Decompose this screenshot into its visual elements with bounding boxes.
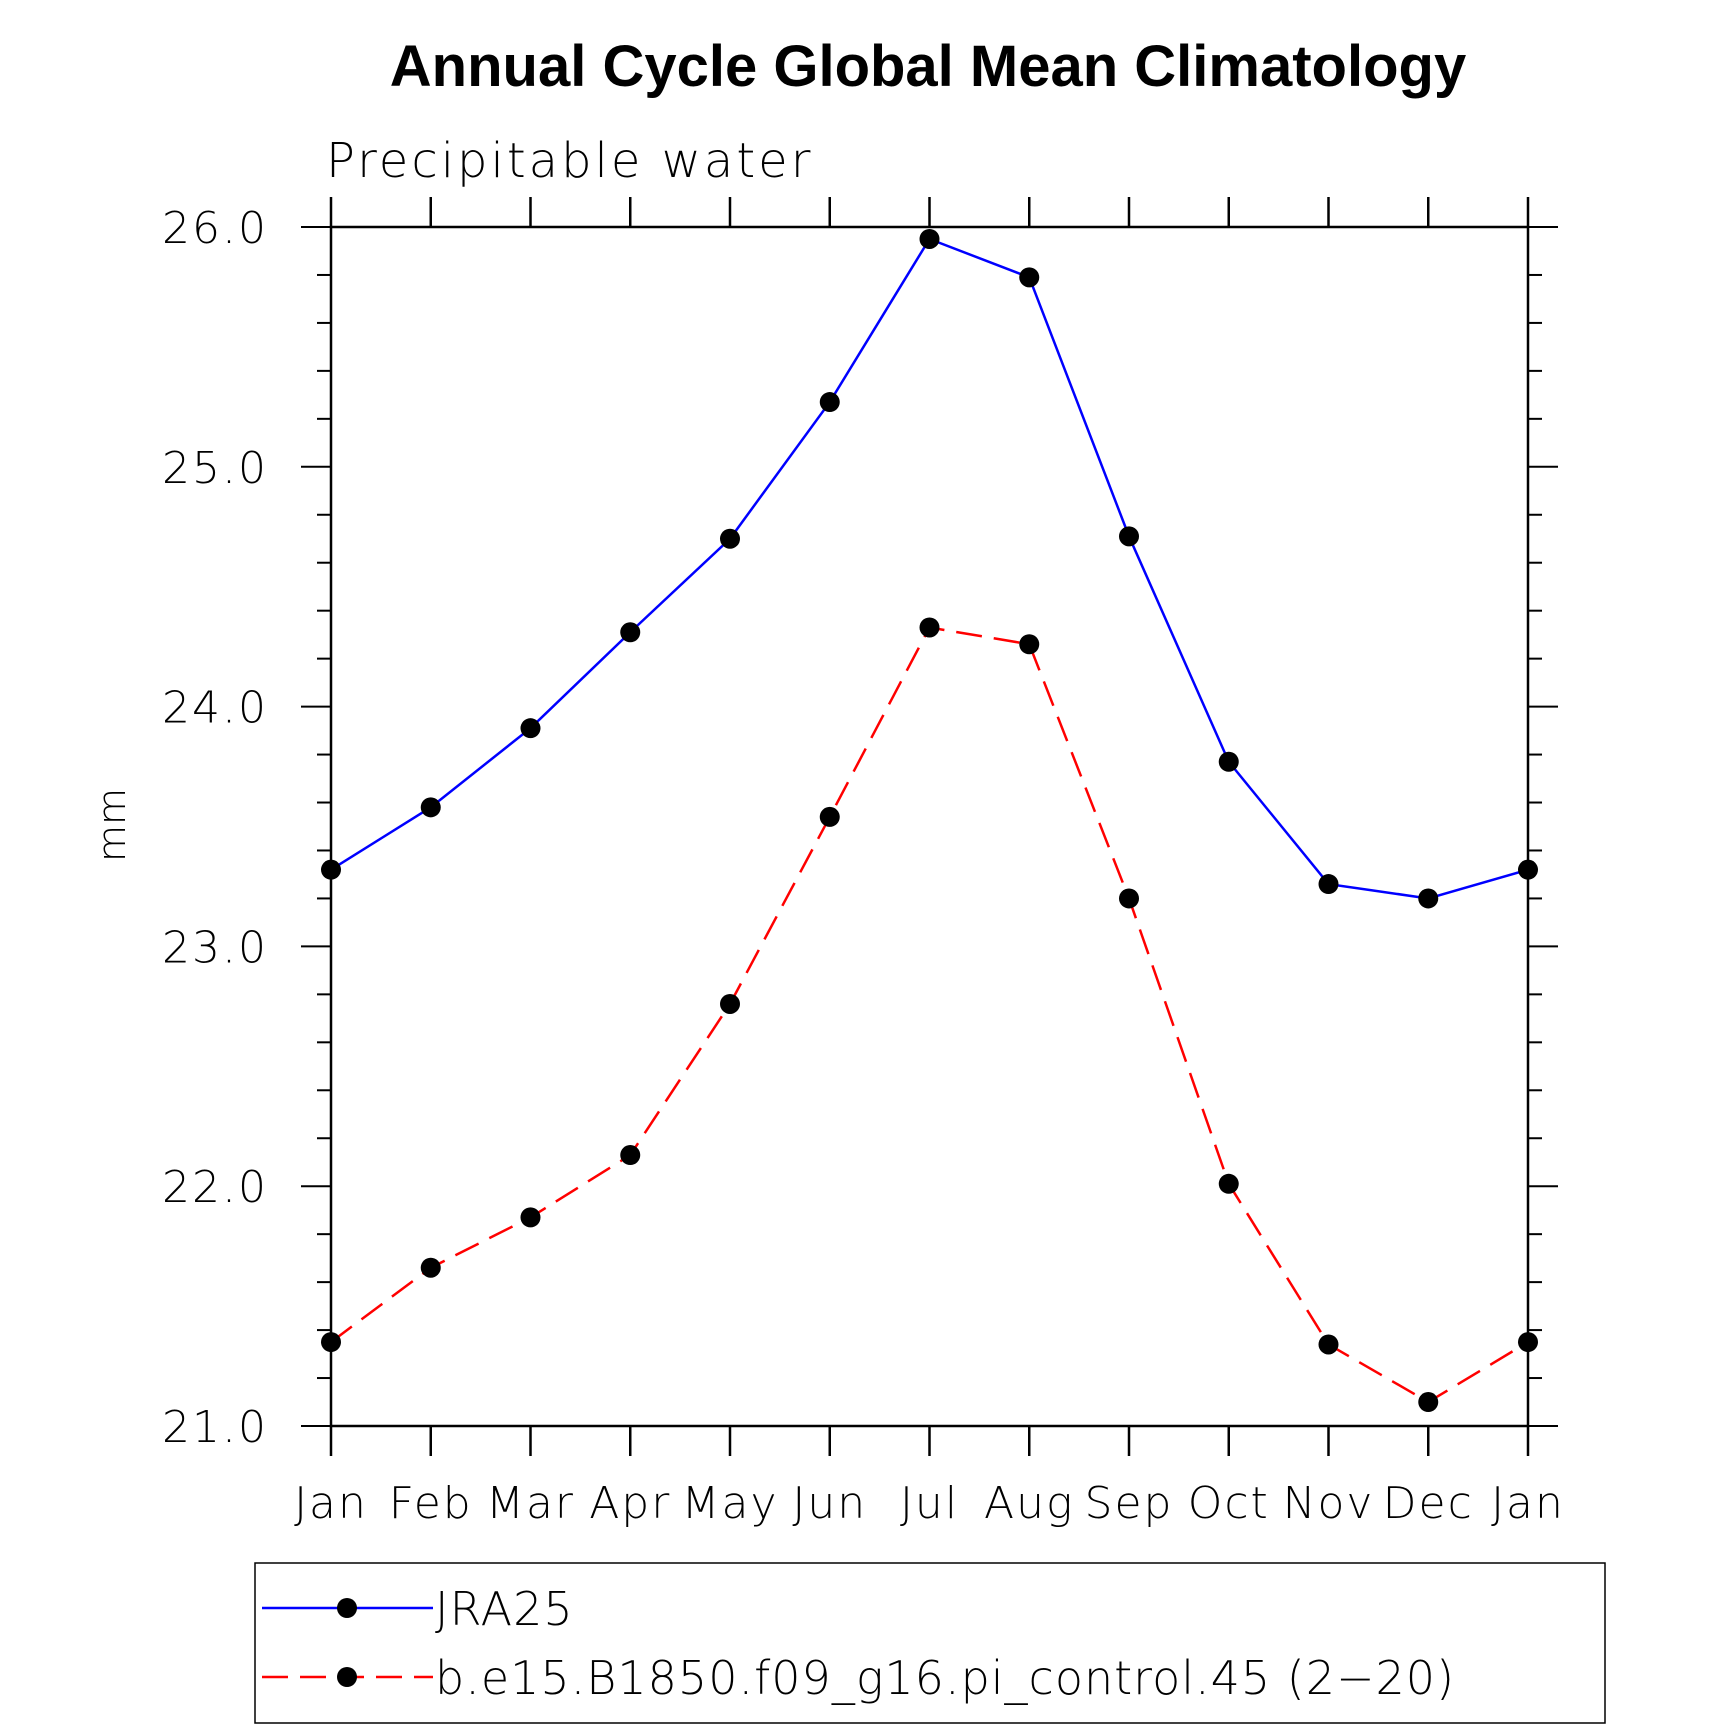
- x-tick-label: Nov: [1283, 1478, 1375, 1529]
- data-point-model-mar: [520, 1207, 541, 1228]
- y-tick-label: 26.0: [162, 203, 268, 254]
- x-tick-label: Jan: [294, 1478, 368, 1529]
- data-point-model-jun: [819, 806, 840, 827]
- x-tick-label: Sep: [1085, 1478, 1174, 1529]
- data-point-jra25-may: [720, 528, 740, 549]
- data-point-model-jul: [919, 617, 940, 638]
- y-axis-label: mm: [90, 788, 134, 862]
- chart-subtitle: Precipitable water: [326, 133, 813, 189]
- data-point-model-nov: [1318, 1334, 1339, 1355]
- data-point-jra25-jun: [819, 392, 840, 413]
- x-tick-label: Mar: [486, 1478, 575, 1529]
- x-tick-labels: Jan Feb Mar Apr May Jun Jul Aug Sep Oct Nov Dec Jan: [294, 1478, 1565, 1529]
- data-point-model-dec: [1418, 1392, 1439, 1413]
- y-tick-label: 21.0: [162, 1402, 268, 1453]
- legend-marker-jra25: [337, 1598, 357, 1618]
- legend: JRA25 b.e15.B1850.f09_g16.pi_control.45 …: [254, 1562, 1606, 1724]
- x-tick-label: Aug: [984, 1478, 1074, 1529]
- x-tick-label: Jul: [900, 1478, 959, 1529]
- y-tick-label: 24.0: [162, 683, 268, 734]
- x-tick-label: Feb: [389, 1478, 473, 1529]
- data-point-model-jan: [1518, 1332, 1538, 1353]
- series-line-jra25: [330, 237, 1529, 900]
- data-point-model-feb: [420, 1257, 441, 1278]
- data-point-model-may: [720, 993, 740, 1014]
- x-tick-label: Apr: [589, 1478, 671, 1529]
- data-point-model-apr: [620, 1145, 641, 1166]
- y-tick-label: 23.0: [162, 922, 268, 973]
- data-point-model-jan: [321, 1332, 341, 1353]
- data-point-model-sep: [1119, 888, 1139, 909]
- data-point-jra25-dec: [1418, 888, 1439, 909]
- series-lines: [330, 237, 1529, 1404]
- y-tick-label: 25.0: [162, 443, 268, 494]
- legend-marker-model: [337, 1667, 357, 1687]
- series-points: [321, 228, 1538, 1413]
- legend-label-jra25: JRA25: [435, 1582, 574, 1636]
- data-point-jra25-apr: [620, 622, 641, 643]
- data-point-jra25-feb: [420, 797, 441, 818]
- data-point-model-aug: [1019, 634, 1040, 655]
- data-point-jra25-oct: [1218, 751, 1239, 772]
- x-tick-label: Oct: [1188, 1478, 1270, 1529]
- data-point-jra25-mar: [520, 718, 541, 739]
- legend-label-model: b.e15.B1850.f09_g16.pi_control.45 (2−20): [435, 1651, 1455, 1705]
- axis-ticks: [301, 197, 1558, 1456]
- legend-box: [254, 1562, 1606, 1724]
- data-point-model-oct: [1218, 1173, 1239, 1194]
- y-tick-labels: 21.0 22.0 23.0 24.0 25.0 26.0: [162, 203, 268, 1453]
- data-point-jra25-jul: [919, 228, 940, 249]
- x-tick-label: Jan: [1491, 1478, 1565, 1529]
- plot-frame: [329, 225, 1530, 1428]
- y-tick-label: 22.0: [162, 1162, 268, 1213]
- data-point-jra25-jan: [321, 859, 341, 880]
- data-point-jra25-jan: [1518, 859, 1538, 880]
- data-point-jra25-nov: [1318, 874, 1339, 895]
- x-tick-label: May: [682, 1478, 779, 1529]
- chart-title: Annual Cycle Global Mean Climatology: [390, 34, 1466, 99]
- data-point-jra25-sep: [1119, 526, 1139, 547]
- x-tick-label: Dec: [1383, 1478, 1474, 1529]
- x-tick-label: Jun: [792, 1478, 867, 1529]
- data-point-jra25-aug: [1019, 267, 1040, 288]
